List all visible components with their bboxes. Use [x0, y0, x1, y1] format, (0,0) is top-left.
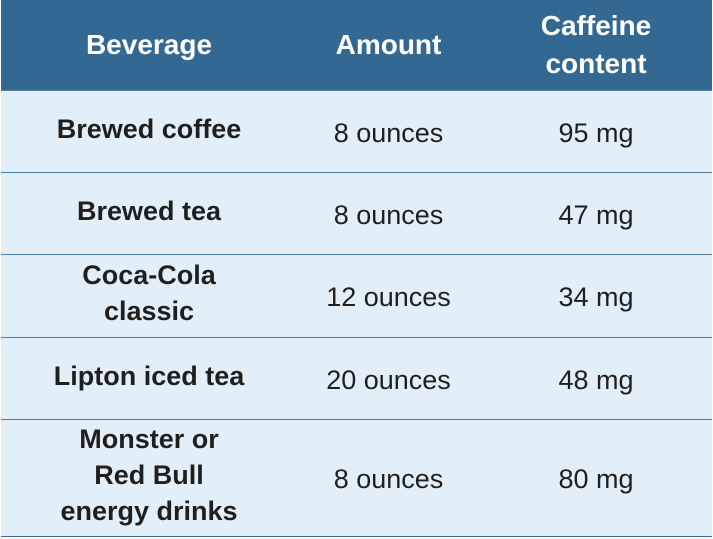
table-row: Coca-Cola classic 12 ounces 34 mg — [1, 254, 712, 337]
caffeine-cell: 95 mg — [558, 117, 634, 148]
table-row: Monster or Red Bull energy drinks 8 ounc… — [1, 419, 712, 536]
caffeine-cell: 80 mg — [558, 464, 634, 494]
caffeine-cell: 48 mg — [558, 364, 634, 395]
amount-cell: 20 ounces — [326, 364, 451, 395]
beverage-cell: Brewed coffee — [56, 113, 242, 144]
table-row: Lipton iced tea 20 ounces 48 mg — [1, 337, 712, 419]
table-header: Beverage Amount Caffeine content — [1, 0, 712, 90]
column-header-amount: Amount — [335, 29, 442, 60]
beverage-cell: Coca-Cola classic — [82, 260, 216, 326]
amount-cell: 8 ounces — [333, 464, 444, 494]
caffeine-cell: 47 mg — [558, 199, 634, 230]
caffeine-cell: 34 mg — [558, 282, 634, 312]
beverage-cell: Brewed tea — [76, 195, 222, 226]
amount-cell: 8 ounces — [333, 199, 444, 230]
beverage-cell: Lipton iced tea — [53, 360, 245, 391]
table-row: Brewed coffee 8 ounces 95 mg — [1, 90, 712, 172]
table-row: Brewed tea 8 ounces 47 mg — [1, 172, 712, 254]
amount-cell: 12 ounces — [326, 282, 451, 312]
beverage-cell: Monster or Red Bull energy drinks — [60, 424, 238, 526]
column-header-beverage: Beverage — [85, 29, 213, 60]
amount-cell: 8 ounces — [333, 117, 444, 148]
column-header-caffeine-content: Caffeine content — [540, 10, 652, 79]
